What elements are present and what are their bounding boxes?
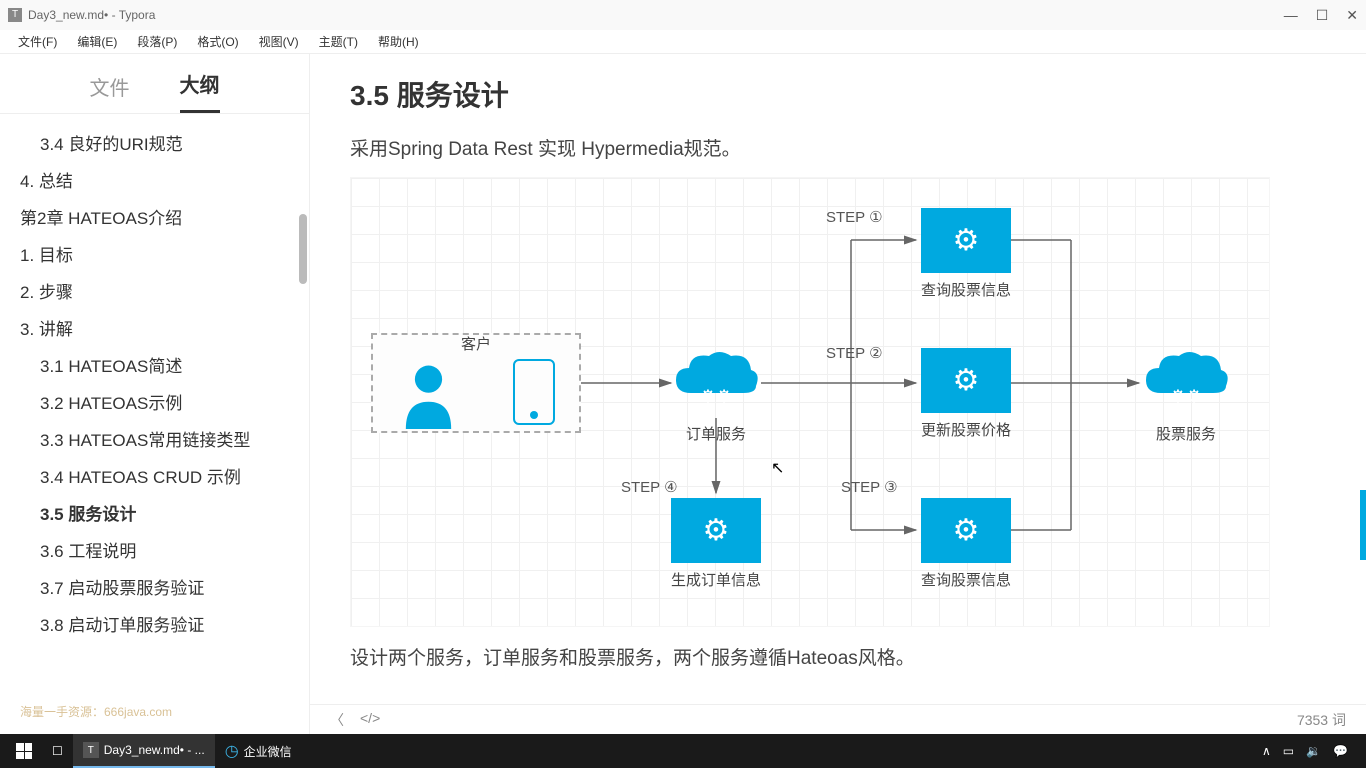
outline-item[interactable]: 1. 目标	[0, 235, 309, 272]
editor-content[interactable]: 3.5 服务设计 采用Spring Data Rest 实现 Hypermedi…	[310, 54, 1366, 734]
outline-item-active[interactable]: 3.5 服务设计	[0, 494, 309, 531]
stock-service-label: 股票服务	[1141, 423, 1231, 444]
mouse-cursor: ↖	[771, 458, 784, 478]
sidebar: 文件 大纲 3.4 良好的URI规范 4. 总结 第2章 HATEOAS介绍 1…	[0, 54, 310, 734]
tray-volume-icon[interactable]: 🔉	[1306, 744, 1321, 758]
close-button[interactable]: ✕	[1346, 7, 1358, 24]
outline-item[interactable]: 3.2 HATEOAS示例	[0, 383, 309, 420]
outline-item[interactable]: 4. 总结	[0, 161, 309, 198]
menu-theme[interactable]: 主题(T)	[309, 30, 368, 53]
tray-chevron-icon[interactable]: ∧	[1262, 744, 1271, 758]
outline-item[interactable]: 第2章 HATEOAS介绍	[0, 198, 309, 235]
gear-icon: ⚙⚙	[700, 387, 732, 408]
statusbar: 〈 </> 7353 词	[310, 704, 1366, 734]
taskview-icon: ☐	[52, 744, 63, 758]
menu-paragraph[interactable]: 段落(P)	[127, 30, 187, 53]
heading: 3.5 服务设计	[350, 74, 1326, 114]
gear-icon: ⚙	[953, 363, 980, 398]
menu-format[interactable]: 格式(O)	[187, 30, 248, 53]
query-stock-box-1: ⚙ 查询股票信息	[921, 208, 1011, 300]
query-stock-label-1: 查询股票信息	[921, 279, 1011, 300]
app-icon: T	[8, 8, 22, 22]
taskview-button[interactable]: ☐	[42, 734, 73, 768]
taskbar-wechat-label: 企业微信	[244, 743, 292, 760]
taskbar-wechat[interactable]: ◷ 企业微信	[215, 734, 302, 768]
back-button[interactable]: 〈	[330, 710, 344, 730]
outline-item[interactable]: 3.1 HATEOAS简述	[0, 346, 309, 383]
watermark: 海量一手资源：666java.com	[20, 703, 172, 720]
step-2-label: STEP ②	[826, 344, 883, 362]
outline-list[interactable]: 3.4 良好的URI规范 4. 总结 第2章 HATEOAS介绍 1. 目标 2…	[0, 114, 309, 734]
taskbar-typora[interactable]: T Day3_new.md• - ...	[73, 734, 215, 768]
taskbar: ☐ T Day3_new.md• - ... ◷ 企业微信 ∧ ▭ 🔉 💬	[0, 734, 1366, 768]
outline-item[interactable]: 3.7 启动股票服务验证	[0, 568, 309, 605]
window-title: Day3_new.md• - Typora	[28, 8, 1284, 22]
tray-battery-icon[interactable]: ▭	[1283, 744, 1294, 758]
scrollbar-thumb[interactable]	[299, 214, 307, 284]
step-3-label: STEP ③	[841, 478, 898, 496]
outline-item[interactable]: 3. 讲解	[0, 309, 309, 346]
wechat-icon: ◷	[225, 741, 239, 761]
intro-paragraph: 采用Spring Data Rest 实现 Hypermedia规范。	[350, 134, 1326, 161]
update-stock-box: ⚙ 更新股票价格	[921, 348, 1011, 440]
gear-icon: ⚙⚙	[1170, 387, 1202, 408]
update-stock-label: 更新股票价格	[921, 419, 1011, 440]
outline-item[interactable]: 3.6 工程说明	[0, 531, 309, 568]
query-stock-box-2: ⚙ 查询股票信息	[921, 498, 1011, 590]
tray-notification-icon[interactable]: 💬	[1333, 744, 1348, 758]
tab-files[interactable]: 文件	[90, 62, 130, 113]
menu-help[interactable]: 帮助(H)	[368, 30, 429, 53]
customer-label: 客户	[373, 333, 579, 354]
stock-service-cloud: ⚙⚙ 股票服务	[1141, 348, 1231, 444]
menu-edit[interactable]: 编辑(E)	[67, 30, 127, 53]
outline-item[interactable]: 2. 步骤	[0, 272, 309, 309]
right-accent-bar	[1360, 490, 1366, 560]
titlebar: T Day3_new.md• - Typora — ☐ ✕	[0, 0, 1366, 30]
person-icon	[401, 361, 456, 429]
minimize-button[interactable]: —	[1284, 7, 1298, 24]
outline-item[interactable]: 3.8 启动订单服务验证	[0, 605, 309, 642]
generate-order-label: 生成订单信息	[671, 569, 761, 590]
generate-order-box: ⚙ 生成订单信息	[671, 498, 761, 590]
customer-box: 客户	[371, 333, 581, 433]
taskbar-typora-label: Day3_new.md• - ...	[104, 743, 205, 757]
tab-outline[interactable]: 大纲	[180, 59, 220, 113]
system-tray[interactable]: ∧ ▭ 🔉 💬	[1250, 734, 1360, 768]
step-1-label: STEP ①	[826, 208, 883, 226]
windows-icon	[16, 743, 32, 759]
query-stock-label-2: 查询股票信息	[921, 569, 1011, 590]
gear-icon: ⚙	[953, 223, 980, 258]
footer-paragraph: 设计两个服务，订单服务和股票服务，两个服务遵循Hateoas风格。	[350, 643, 1326, 670]
outline-item[interactable]: 3.4 HATEOAS CRUD 示例	[0, 457, 309, 494]
menu-view[interactable]: 视图(V)	[249, 30, 309, 53]
order-service-label: 订单服务	[671, 423, 761, 444]
menu-file[interactable]: 文件(F)	[8, 30, 67, 53]
gear-icon: ⚙	[953, 513, 980, 548]
outline-item[interactable]: 3.4 良好的URI规范	[0, 124, 309, 161]
typora-icon: T	[83, 742, 99, 758]
menubar: 文件(F) 编辑(E) 段落(P) 格式(O) 视图(V) 主题(T) 帮助(H…	[0, 30, 1366, 54]
step-4-label: STEP ④	[621, 478, 678, 496]
source-mode-button[interactable]: </>	[360, 710, 380, 730]
word-count: 7353 词	[1297, 710, 1346, 730]
start-button[interactable]	[6, 734, 42, 768]
gear-icon: ⚙	[703, 513, 730, 548]
maximize-button[interactable]: ☐	[1316, 7, 1329, 24]
order-service-cloud: ⚙⚙ 订单服务	[671, 348, 761, 444]
phone-icon	[513, 359, 555, 425]
architecture-diagram: 客户 ⚙⚙ 订单服务 ⚙⚙ 股票服务 ⚙ 查询股票信息 ⚙	[350, 177, 1270, 627]
outline-item[interactable]: 3.3 HATEOAS常用链接类型	[0, 420, 309, 457]
